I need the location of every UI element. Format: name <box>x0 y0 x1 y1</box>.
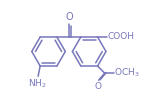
Text: NH$_2$: NH$_2$ <box>28 78 46 90</box>
Text: OCH$_3$: OCH$_3$ <box>114 67 140 79</box>
Text: COOH: COOH <box>107 32 134 42</box>
Text: O: O <box>65 12 73 22</box>
Text: O: O <box>95 82 102 91</box>
